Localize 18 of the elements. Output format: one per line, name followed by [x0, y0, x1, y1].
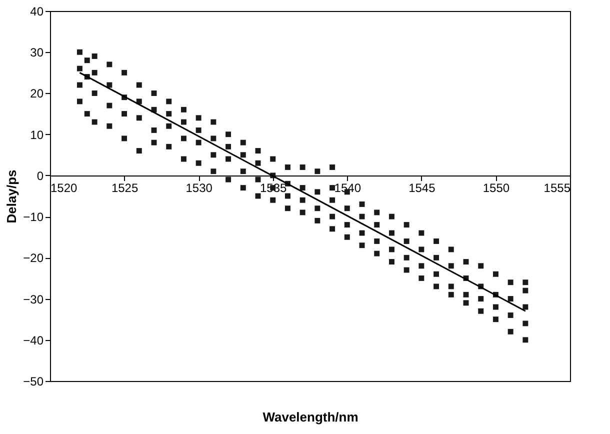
y-tick-label: 30 [30, 46, 44, 60]
x-tick-label: 1550 [482, 180, 510, 195]
y-tick-label: −40 [23, 333, 44, 348]
y-tick-label: −10 [23, 210, 44, 224]
y-tick-label: 40 [30, 4, 44, 18]
y-tick-label: 0 [36, 168, 44, 183]
x-tick-label: 1545 [408, 180, 436, 195]
y-tick-label: −30 [23, 292, 44, 306]
x-tick-label: 1555 [544, 180, 571, 195]
y-tick-label: −50 [23, 374, 44, 388]
y-tick-label: −20 [23, 251, 44, 266]
x-tick-label: 1525 [111, 180, 138, 195]
y-axis-title: Delay/ps [4, 170, 20, 224]
y-tick-label: 20 [30, 86, 44, 101]
x-tick-label: 1520 [50, 180, 78, 195]
x-axis-title: Wavelength/nm [262, 410, 358, 424]
y-tick-label: 10 [30, 128, 44, 142]
x-tick-label: 1530 [186, 180, 213, 195]
